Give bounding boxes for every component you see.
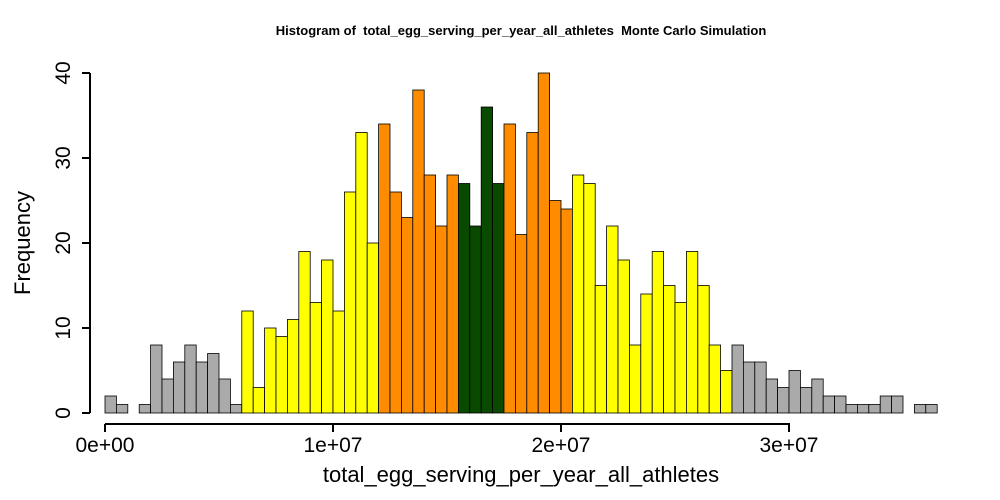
histogram-bar [161,378,174,414]
histogram-bar [697,285,710,414]
histogram-bar [332,310,345,414]
y-axis-label: Frequency [10,191,35,295]
y-axis: 0 10 20 30 40 [52,61,91,419]
histogram-bar [366,242,380,414]
x-tick-label: 2e+07 [532,434,591,457]
histogram-bar [195,361,208,414]
histogram-bar [663,285,676,414]
x-tick-label: 1e+07 [304,434,363,457]
histogram-bar [845,404,858,414]
histogram-bar [275,336,288,414]
histogram-bar [252,387,265,414]
histogram-bar [822,395,836,414]
histogram-bar [640,293,653,414]
histogram-bar [104,395,117,414]
histogram-bar [925,404,938,414]
histogram-bar [229,404,243,414]
histogram-bar [218,378,231,414]
y-tick-label: 20 [52,231,75,254]
histogram-bar [446,174,459,414]
y-tick-label: 40 [52,61,75,84]
histogram-bar [309,302,323,414]
histogram-bar [492,183,505,414]
histogram-bar [651,251,665,414]
histogram-bar [879,395,893,414]
histogram-bar [298,251,311,414]
histogram-bar [731,344,744,414]
histogram-bar [868,404,881,414]
histogram-bar [286,319,300,414]
y-tick-label: 0 [52,407,75,419]
histogram-bar [138,404,151,414]
histogram-bar [469,225,482,414]
histogram-bar [560,208,573,414]
histogram-bar [378,123,391,414]
y-tick-label: 30 [52,146,75,169]
histogram-bar [207,353,220,414]
histogram-bar [355,132,368,414]
histogram-bar [321,259,334,414]
histogram-bar [184,344,197,414]
histogram-bar [400,217,414,414]
histogram-bar [720,370,733,414]
histogram-bar [674,302,687,414]
histogram-bar [800,387,813,414]
histogram-bar [526,132,539,414]
histogram-bar [629,344,642,414]
histogram-bar [264,327,277,414]
histogram-bar [594,285,608,414]
histogram-bar [891,395,904,414]
histogram-bar [914,404,927,414]
histogram-bar [572,174,585,414]
x-axis-label: total_egg_serving_per_year_all_athletes [323,462,719,487]
histogram-bar [241,310,254,414]
histogram-bar [172,361,186,414]
histogram-bar [777,387,790,414]
histogram-bar [708,344,722,414]
histogram-bar [503,123,516,414]
histogram-bar [412,89,425,414]
histogram-bar [423,174,437,414]
histogram-bar [788,370,801,414]
histogram-bar [765,378,779,414]
x-tick-label: 0e+00 [76,434,135,457]
histogram-bar [549,200,562,414]
histogram-bar [811,378,824,414]
histogram-bar [116,404,129,414]
histogram-bar [617,259,630,414]
histogram-bar [743,361,756,414]
histogram-bar [754,361,767,414]
y-tick-label: 10 [52,316,75,339]
x-axis: 0e+00 1e+07 2e+07 3e+07 [76,423,819,457]
histogram-bar [435,225,448,414]
histogram-bar [686,251,699,414]
chart-title: Histogram of total_egg_serving_per_year_… [276,23,767,38]
histogram-bar [480,106,494,414]
histogram-bar [343,191,357,414]
histogram-bar [515,234,528,414]
histogram-bar [457,183,471,414]
histogram-bar [606,225,619,414]
histogram-bar [583,183,596,414]
histogram-bar [857,404,870,414]
histogram-bar [834,395,847,414]
x-tick-label: 3e+07 [760,434,819,457]
histogram-bar [537,72,551,414]
histogram-bar [389,191,402,414]
histogram-bars [104,72,938,414]
histogram-bar [150,344,163,414]
